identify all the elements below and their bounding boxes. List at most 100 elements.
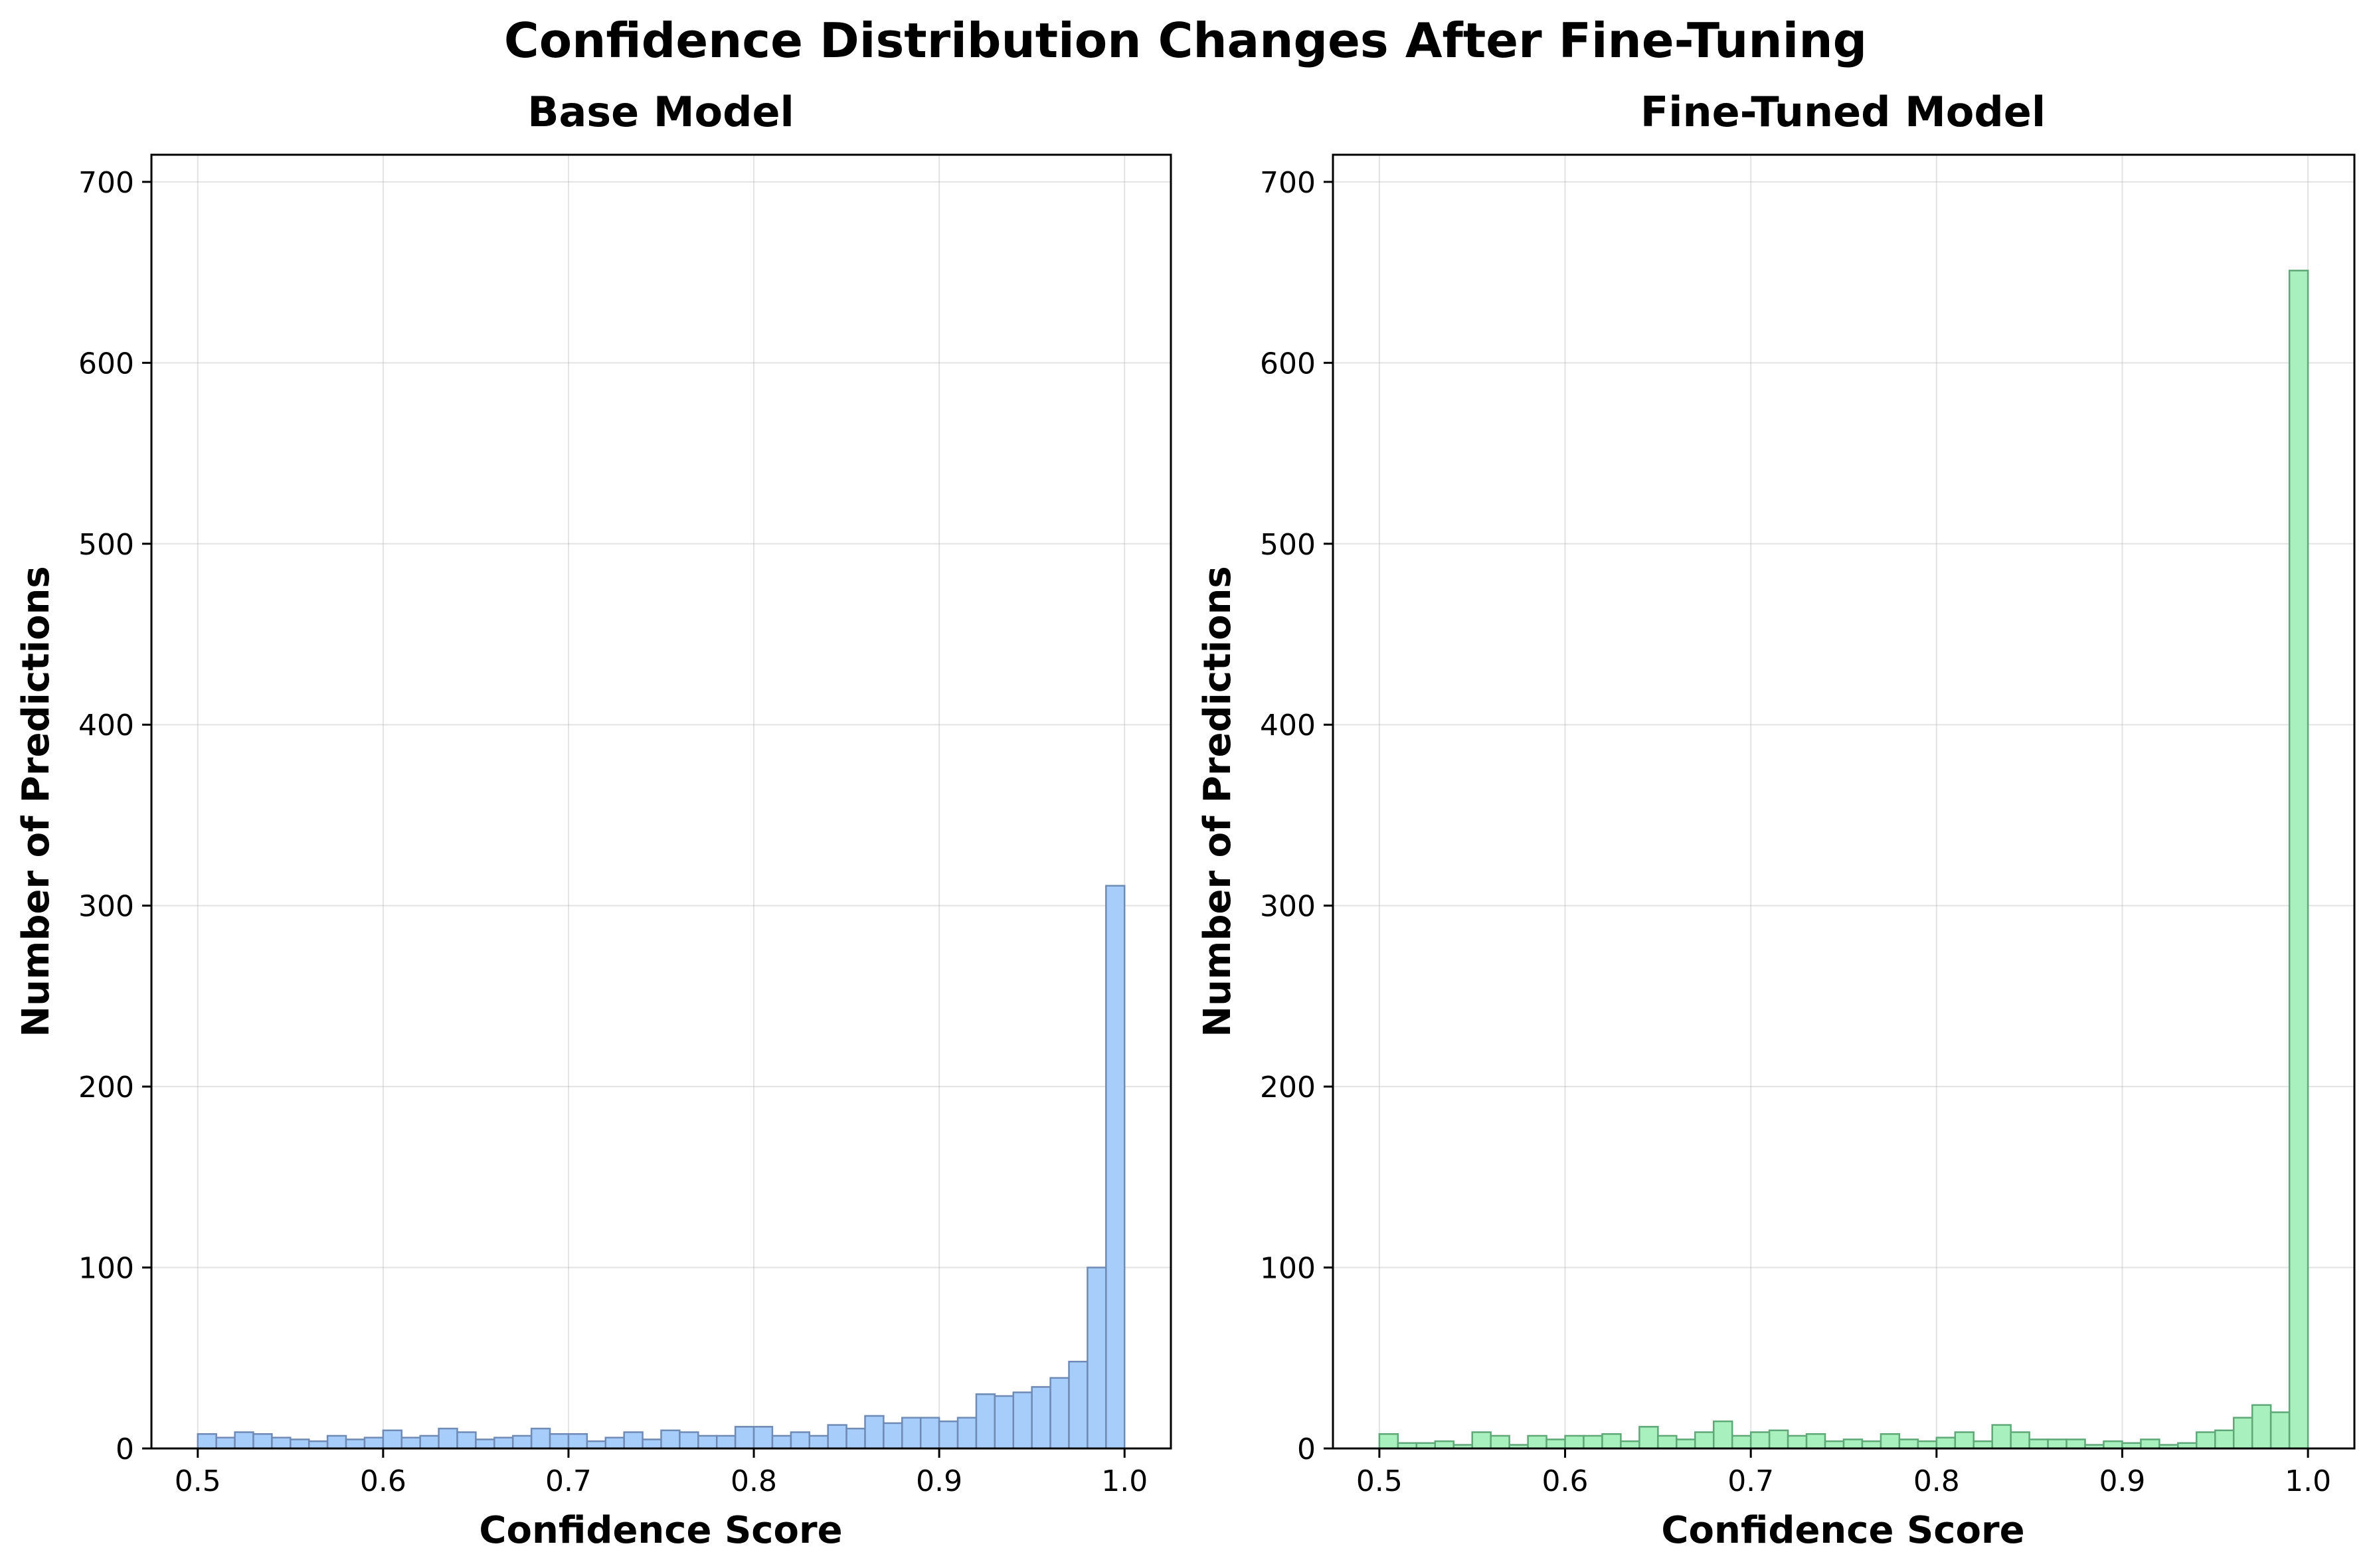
histogram-bar-base-model [1087, 1266, 1107, 1450]
x-axis-label-base-model: Confidence Score [479, 1509, 842, 1552]
histogram-bar-fine-tuned-model [2010, 1431, 2030, 1450]
y-tick-label: 500 [78, 528, 134, 562]
histogram-bar-base-model [864, 1415, 885, 1450]
histogram-bar-fine-tuned-model [1824, 1440, 1845, 1450]
histogram-bar-base-model [1068, 1360, 1089, 1450]
histogram-bar-base-model [419, 1435, 440, 1450]
histogram-bar-base-model [975, 1393, 996, 1450]
histogram-bar-base-model [290, 1438, 310, 1450]
histogram-bar-fine-tuned-model [2232, 1417, 2253, 1450]
histogram-bar-base-model [530, 1427, 551, 1450]
panel-title-base-model: Base Model [527, 88, 794, 136]
histogram-bar-base-model [679, 1431, 699, 1450]
x-tick-label: 0.9 [2099, 1464, 2145, 1498]
y-tick-label: 300 [1260, 890, 1316, 924]
x-tick-label: 0.9 [916, 1464, 962, 1498]
histogram-bar-fine-tuned-model [1583, 1435, 1603, 1450]
x-tick-label: 0.7 [1727, 1464, 1774, 1498]
histogram-bar-base-model [808, 1435, 829, 1450]
x-tick-label: 0.6 [1542, 1464, 1589, 1498]
histogram-bar-fine-tuned-model [1620, 1440, 1640, 1450]
histogram-bar-fine-tuned-model [1917, 1440, 1938, 1450]
y-tick-label: 600 [78, 347, 134, 381]
histogram-bar-fine-tuned-model [1527, 1435, 1547, 1450]
bars-fine-tuned-model [1378, 270, 2309, 1450]
histogram-bar-base-model [697, 1435, 718, 1450]
histogram-bar-fine-tuned-model [1676, 1438, 1696, 1450]
histogram-bar-fine-tuned-model [1954, 1431, 1975, 1450]
histogram-bar-base-model [382, 1429, 403, 1450]
histogram-bar-base-model [363, 1437, 385, 1450]
y-tick-label: 100 [78, 1252, 134, 1286]
histogram-bar-base-model [345, 1438, 366, 1450]
histogram-bar-fine-tuned-model [1861, 1440, 1882, 1450]
histogram-bar-fine-tuned-model [1973, 1440, 1993, 1450]
histogram-bar-base-model [252, 1433, 273, 1450]
histogram-bar-fine-tuned-model [1842, 1438, 1864, 1450]
histogram-bar-fine-tuned-model [1378, 1433, 1399, 1450]
plot-frame-fine-tuned-model [1332, 153, 2356, 1450]
x-tick-label: 1.0 [1101, 1464, 1148, 1498]
histogram-bar-base-model [938, 1420, 959, 1450]
plot-frame-base-model [150, 153, 1172, 1450]
histogram-bar-fine-tuned-model [1564, 1435, 1585, 1450]
histogram-bar-fine-tuned-model [2214, 1429, 2235, 1450]
histogram-bar-base-model [734, 1426, 755, 1450]
y-tick-label: 400 [78, 709, 134, 742]
figure-title: Confidence Distribution Changes After Fi… [504, 13, 1867, 68]
histogram-bar-base-model [215, 1437, 236, 1450]
histogram-bar-fine-tuned-model [2140, 1438, 2160, 1450]
histogram-bar-base-model [438, 1427, 458, 1450]
histogram-bar-fine-tuned-model [1638, 1426, 1659, 1450]
histogram-bar-fine-tuned-model [2196, 1431, 2216, 1450]
histogram-bar-base-model [827, 1424, 847, 1450]
grid-base-model [151, 155, 1171, 1449]
histogram-bar-base-model [642, 1438, 662, 1450]
histogram-bar-base-model [845, 1427, 866, 1450]
x-axis-label-fine-tuned-model: Confidence Score [1661, 1509, 2024, 1552]
grid-fine-tuned-model [1333, 155, 2354, 1449]
histogram-bar-base-model [790, 1431, 811, 1450]
panel-fine-tuned-model: Fine-Tuned Model Confidence Score Number… [1196, 88, 2356, 1552]
y-tick-label: 300 [78, 890, 134, 924]
histogram-bar-fine-tuned-model [1731, 1435, 1752, 1450]
histogram-bar-fine-tuned-model [1434, 1440, 1455, 1450]
histogram-bar-fine-tuned-model [1471, 1431, 1492, 1450]
y-tick-label: 400 [1260, 709, 1316, 742]
histogram-bar-base-model [307, 1440, 329, 1450]
histogram-bar-fine-tuned-model [1787, 1435, 1808, 1450]
histogram-bar-base-model [919, 1417, 940, 1450]
y-tick-label: 0 [1297, 1433, 1316, 1466]
histogram-bar-fine-tuned-model [2047, 1438, 2067, 1450]
y-axis-label-base-model: Number of Predictions [15, 566, 58, 1037]
histogram-bar-fine-tuned-model [1898, 1438, 1919, 1450]
y-tick-label: 500 [1260, 528, 1316, 562]
histogram-bar-fine-tuned-model [2028, 1438, 2049, 1450]
y-tick-label: 200 [1260, 1071, 1316, 1104]
x-tick-label: 0.8 [1913, 1464, 1960, 1498]
histogram-bar-base-model [234, 1431, 254, 1450]
y-axis-label-fine-tuned-model: Number of Predictions [1196, 566, 1239, 1037]
histogram-bar-fine-tuned-model [1991, 1424, 2012, 1450]
histogram-bar-base-model [883, 1422, 903, 1450]
histogram-bar-fine-tuned-model [2065, 1438, 2086, 1450]
histogram-bar-base-model [456, 1431, 477, 1450]
ticks-base-model: 0.5 0.6 0.7 0.8 0.9 1.0 0 100 200 300 400 500 600 700 [78, 166, 1148, 1498]
histogram-bar-base-model [901, 1417, 922, 1450]
y-tick-label: 600 [1260, 347, 1316, 381]
histogram-bar-base-model [660, 1429, 681, 1450]
histogram-bar-fine-tuned-model [1935, 1437, 1957, 1450]
x-tick-label: 0.5 [175, 1464, 221, 1498]
histogram-bar-fine-tuned-model [1694, 1431, 1715, 1450]
histogram-bar-base-model [752, 1426, 774, 1450]
histogram-bar-base-model [400, 1437, 421, 1450]
histogram-bar-base-model [994, 1395, 1015, 1450]
histogram-bar-base-model [493, 1437, 514, 1450]
histogram-bar-base-model [604, 1437, 625, 1450]
histogram-bar-base-model [567, 1433, 588, 1450]
y-tick-label: 100 [1260, 1252, 1316, 1286]
y-tick-label: 700 [1260, 166, 1316, 200]
histogram-bar-base-model [586, 1440, 607, 1450]
histogram-bar-base-model [956, 1417, 978, 1450]
